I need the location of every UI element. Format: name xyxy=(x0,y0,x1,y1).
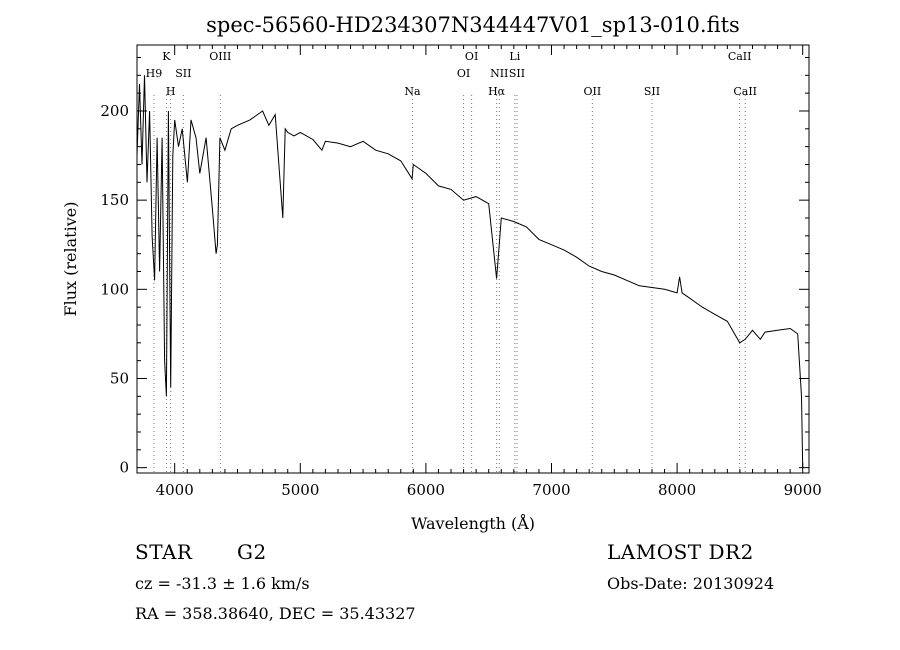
x-tick-label: 6000 xyxy=(407,481,445,499)
line-label-caii: CaII xyxy=(733,85,757,98)
spectral-subclass-label: G2 xyxy=(237,540,267,564)
obs-date-label: Obs-Date: 20130924 xyxy=(607,574,775,593)
x-tick-label: 4000 xyxy=(156,481,194,499)
y-tick-label: 200 xyxy=(100,102,129,120)
x-axis-title: Wavelength (Å) xyxy=(411,513,535,533)
spectrum-line-flux xyxy=(136,75,804,468)
y-tick-label: 50 xyxy=(110,369,129,387)
line-label-h: H xyxy=(166,85,176,98)
x-tick-label: 7000 xyxy=(532,481,570,499)
plot-frame xyxy=(136,44,810,474)
y-tick-label: 0 xyxy=(119,459,129,477)
y-tick-label: 100 xyxy=(100,280,129,298)
line-label-oii: OII xyxy=(583,85,601,98)
line-label-oi: OI xyxy=(465,50,478,63)
y-axis-title: Flux (relative) xyxy=(61,202,80,317)
line-label-oi: OI xyxy=(457,67,470,80)
x-tick-label: 5000 xyxy=(281,481,319,499)
line-label-sii: SII xyxy=(175,67,191,80)
line-label-oiii: OIII xyxy=(209,50,231,63)
redshift-label: cz = -31.3 ± 1.6 km/s xyxy=(135,574,310,593)
line-label-na: Na xyxy=(404,85,421,98)
line-label-hα: Hα xyxy=(488,85,506,98)
line-label-k: K xyxy=(162,50,171,63)
line-label-li: Li xyxy=(509,50,520,63)
x-tick-label: 8000 xyxy=(658,481,696,499)
line-label-h9: H9 xyxy=(146,67,163,80)
line-label-nii: NII xyxy=(490,67,508,80)
x-tick-label: 9000 xyxy=(784,481,822,499)
line-label-sii: SII xyxy=(644,85,660,98)
line-label-sii: SII xyxy=(509,67,525,80)
chart-title: spec-56560-HD234307N344447V01_sp13-010.f… xyxy=(206,13,740,37)
coordinates-label: RA = 358.38640, DEC = 35.43327 xyxy=(135,604,416,623)
line-label-caii: CaII xyxy=(728,50,752,63)
survey-label: LAMOST DR2 xyxy=(607,540,754,564)
y-tick-label: 150 xyxy=(100,191,129,209)
object-class-label: STAR xyxy=(135,540,193,564)
